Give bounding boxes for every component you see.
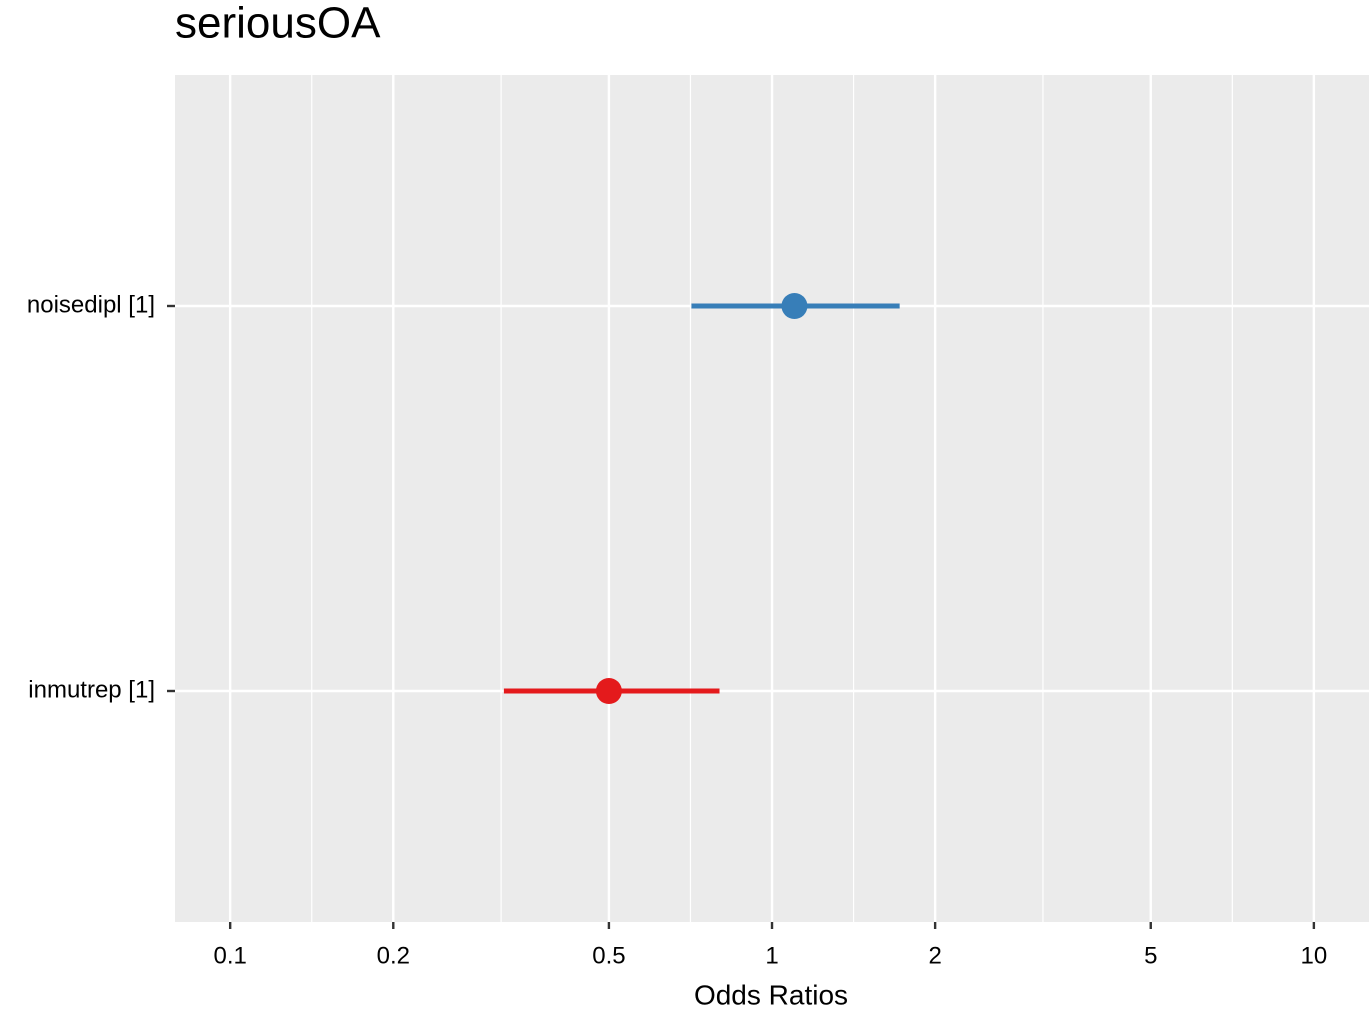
point (595, 678, 622, 704)
x-axis-title: Odds Ratios (694, 979, 848, 1009)
x-tick-label: 0.5 (592, 942, 625, 969)
x-tick-label: 10 (1301, 942, 1328, 969)
x-tick-label: 2 (928, 942, 941, 969)
y-tick-label: noisedipl [1] (27, 291, 155, 318)
x-tick-label: 0.2 (377, 942, 410, 969)
x-tick-label: 0.1 (213, 942, 246, 969)
x-tick-label: 1 (765, 942, 778, 969)
chart-title: seriousOA (175, 0, 381, 48)
x-tick-label: 5 (1144, 942, 1157, 969)
y-tick-label: inmutrep [1] (28, 676, 155, 703)
point (781, 293, 808, 319)
